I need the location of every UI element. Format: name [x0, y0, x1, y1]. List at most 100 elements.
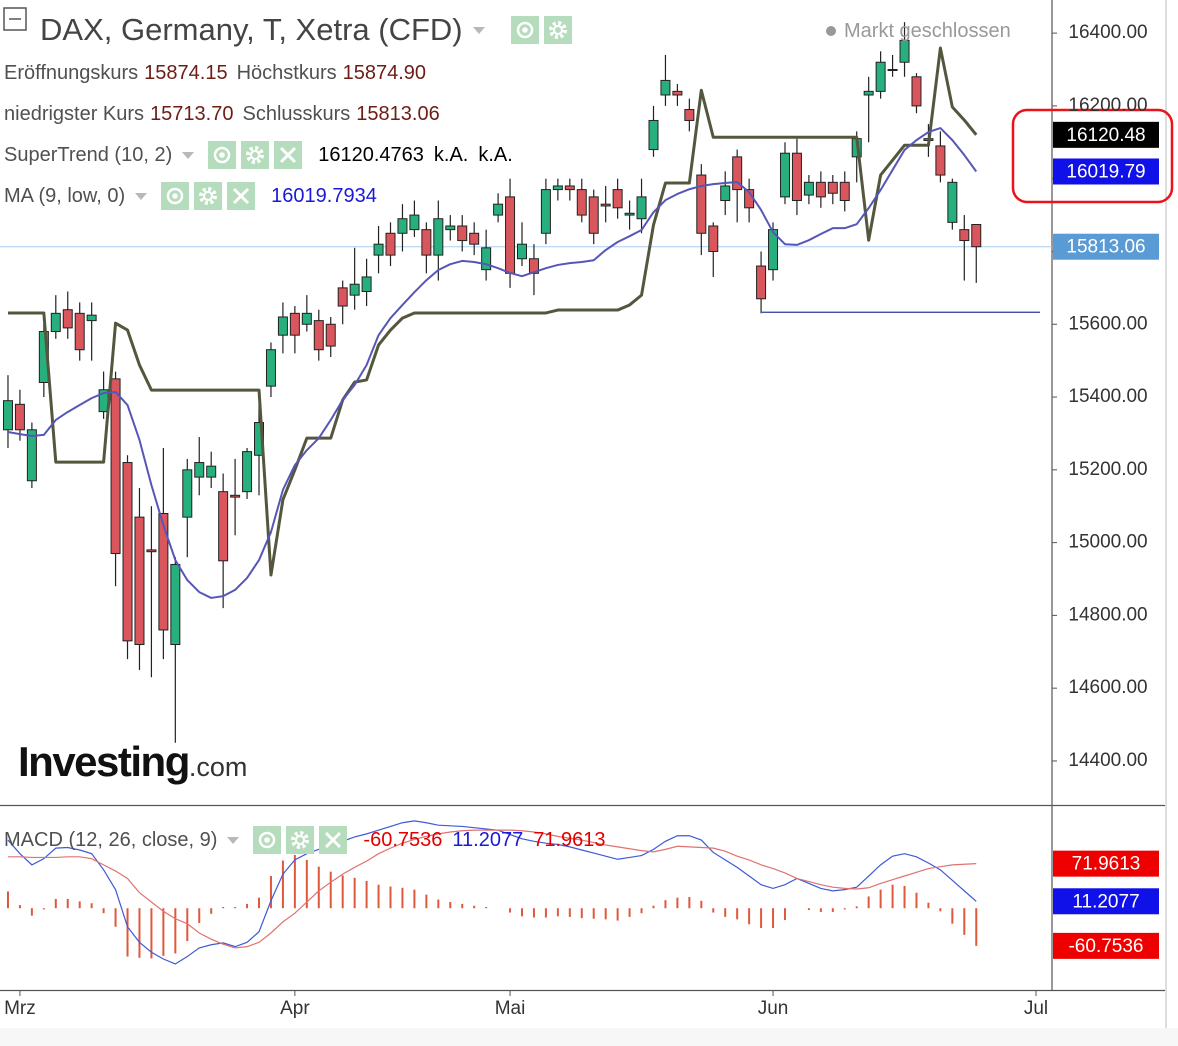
candle-body: [349, 283, 360, 296]
histogram-bar: [449, 902, 452, 909]
indicator-icons: [161, 182, 256, 210]
footer-strip: [0, 1028, 1178, 1046]
icon-bg: [543, 16, 572, 44]
ma-legend: MA (9, low, 0) 16019.7934: [4, 181, 387, 211]
gear-icon[interactable]: [194, 182, 223, 210]
indicator-value: 16120.4763: [318, 143, 424, 166]
candle-body: [421, 229, 432, 256]
candle-body: [289, 312, 300, 336]
candle-body: [839, 181, 850, 202]
ohlc-row-2: niedrigster Kurs 15713.70 Schlusskurs 15…: [4, 99, 449, 129]
dropdown[interactable]: [135, 192, 148, 200]
histogram-bar: [652, 905, 655, 909]
histogram-bar: [365, 880, 368, 909]
histogram-bar: [712, 908, 715, 913]
close-icon[interactable]: [227, 182, 256, 210]
histogram-bar: [676, 897, 679, 909]
candle-body: [361, 276, 372, 293]
supertrend-legend: SuperTrend (10, 2) 16120.4763 k.A. k.A.: [4, 140, 523, 170]
dropdown[interactable]: [472, 26, 485, 34]
close-icon[interactable]: [274, 141, 303, 169]
candle-body: [182, 469, 193, 518]
candle-body: [564, 185, 575, 191]
gear-icon[interactable]: [543, 16, 572, 44]
histogram-bar: [317, 866, 320, 909]
histogram-bar: [150, 908, 153, 959]
status-text: Markt geschlossen: [844, 19, 1011, 42]
histogram-bar: [90, 903, 93, 909]
candle-body: [863, 90, 874, 96]
dropdown[interactable]: [227, 836, 240, 844]
ohlc-label: Höchstkurs: [236, 61, 337, 84]
candle-body: [74, 312, 85, 351]
candle-body: [26, 429, 37, 482]
histogram-bar: [939, 908, 942, 912]
candle-body: [265, 349, 276, 387]
candle-body: [397, 218, 408, 234]
candle-body: [875, 61, 886, 92]
candle-body: [517, 243, 527, 260]
y-tick-label: 14600.00: [1068, 677, 1147, 698]
histogram-bar: [604, 908, 607, 920]
histogram-bar: [305, 859, 308, 909]
gear-icon[interactable]: [241, 141, 270, 169]
y-tick-label: 14800.00: [1068, 604, 1147, 625]
candle-body: [481, 247, 492, 271]
candle-body: [277, 316, 288, 336]
indicator-value: -60.7536: [363, 828, 443, 851]
eye-icon[interactable]: [208, 141, 237, 169]
series-line: [7, 46, 978, 577]
macd-legend: MACD (12, 26, close, 9) -60.7536 11.2077…: [4, 825, 616, 855]
ohlc-label: Eröffnungskurs: [4, 61, 139, 84]
chart-title: DAX, Germany, T, Xetra (CFD): [40, 12, 463, 47]
x-tick-label: Jul: [1024, 998, 1048, 1019]
histogram-bar: [437, 899, 440, 909]
histogram-bar: [556, 908, 559, 917]
histogram-bar: [66, 898, 69, 909]
histogram-bar: [748, 908, 751, 925]
candle-body: [660, 79, 671, 96]
x-tick-label: Apr: [280, 998, 310, 1019]
histogram-bar: [688, 897, 691, 909]
dropdown[interactable]: [182, 151, 195, 159]
eye-icon[interactable]: [253, 826, 282, 854]
histogram-bar: [544, 908, 547, 918]
close-icon[interactable]: [319, 826, 348, 854]
y-tick-label: 15000.00: [1068, 532, 1147, 553]
candle-body: [815, 181, 826, 198]
x-tick-label: Jun: [758, 998, 789, 1019]
y-tick-label: 15400.00: [1068, 386, 1147, 407]
ohlc-label: niedrigster Kurs: [4, 102, 145, 125]
candle-body: [552, 185, 563, 191]
candle-body: [540, 189, 551, 234]
histogram-bar: [783, 908, 786, 920]
histogram-bar: [963, 908, 966, 935]
x-tick-label: Mai: [495, 998, 526, 1019]
histogram-bar: [281, 860, 284, 909]
highlight-annotation: [1011, 108, 1174, 204]
histogram-bar: [521, 908, 523, 917]
histogram-bar: [174, 908, 177, 954]
candle-body: [947, 181, 958, 223]
histogram-bar: [891, 884, 894, 909]
price-badge-label: 71.9613: [1072, 854, 1141, 875]
icon-bg: [286, 826, 315, 854]
eye-icon[interactable]: [161, 182, 190, 210]
candle-body: [803, 181, 814, 196]
histogram-bar: [485, 906, 488, 909]
histogram-bar: [269, 876, 272, 909]
icon-bg: [194, 182, 223, 210]
histogram-bar: [293, 854, 296, 909]
candle-body: [409, 214, 420, 231]
histogram-bar: [461, 903, 464, 909]
gear-icon[interactable]: [286, 826, 315, 854]
histogram-bar: [700, 900, 703, 909]
histogram-bar: [903, 885, 906, 909]
ohlc-value: 15874.90: [342, 61, 427, 84]
collapse-box[interactable]: [3, 7, 27, 31]
title-icons: [510, 16, 572, 44]
eye-icon[interactable]: [510, 16, 539, 44]
histogram-bar: [640, 908, 643, 914]
price-badge: [1053, 158, 1159, 185]
histogram-bar: [927, 902, 930, 909]
